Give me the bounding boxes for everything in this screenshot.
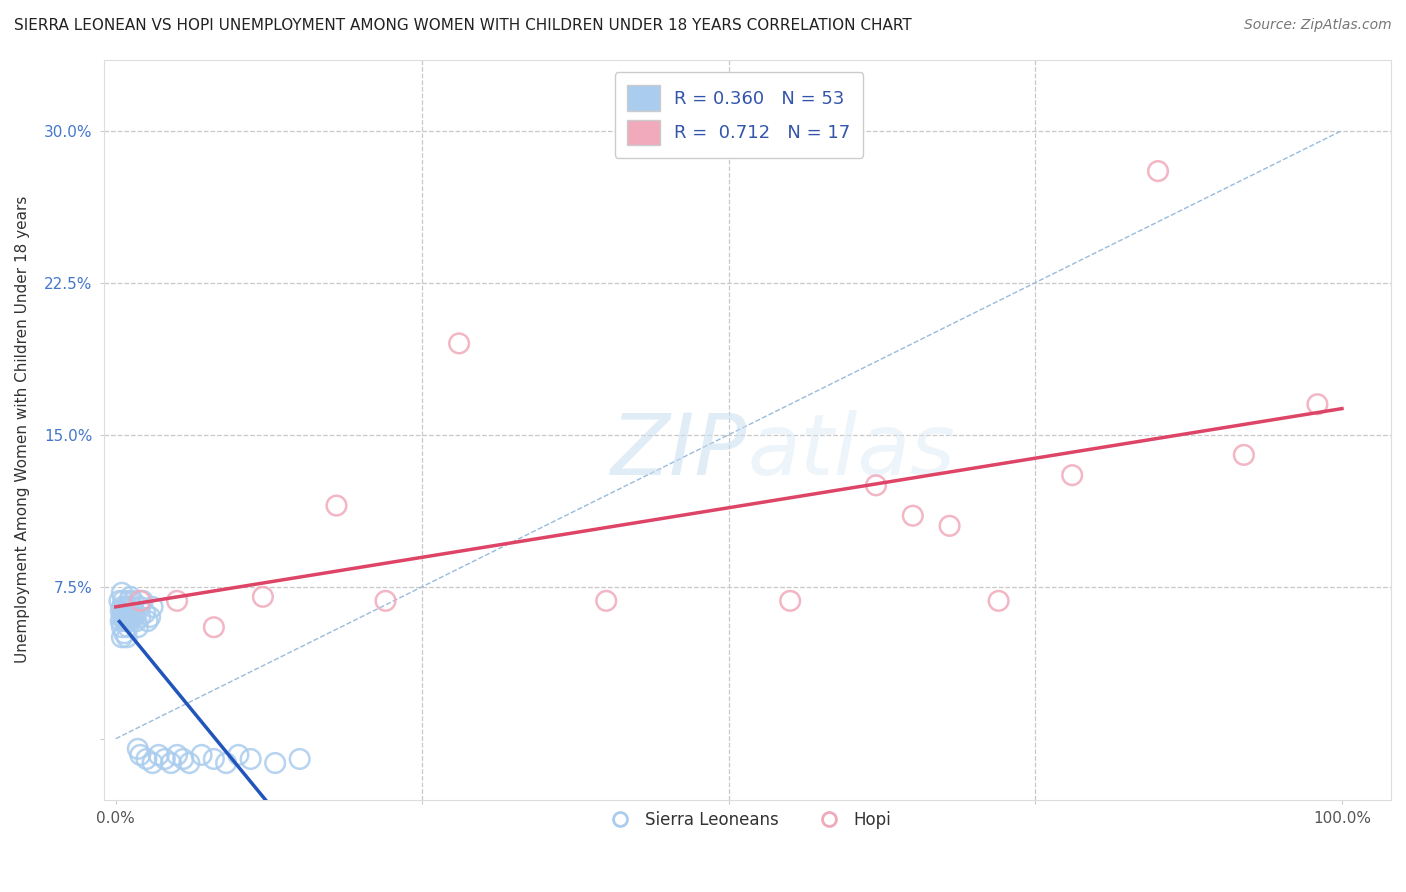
Text: atlas: atlas [747,410,955,493]
Point [202,752,225,766]
Point [325,499,347,513]
Point [172,752,194,766]
Point [141,599,163,614]
Point [1233,448,1256,462]
Point [111,620,134,634]
Point [202,620,225,634]
Point [129,610,152,624]
Point [1306,397,1329,411]
Point [112,594,135,608]
Y-axis label: Unemployment Among Women with Children Under 18 years: Unemployment Among Women with Children U… [15,196,30,664]
Point [111,599,134,614]
Point [938,519,960,533]
Point [288,752,311,766]
Point [112,614,135,628]
Point [166,747,188,762]
Legend: Sierra Leoneans, Hopi: Sierra Leoneans, Hopi [596,805,898,836]
Point [118,594,141,608]
Point [449,336,471,351]
Point [987,594,1010,608]
Text: Source: ZipAtlas.com: Source: ZipAtlas.com [1244,18,1392,32]
Point [1062,468,1084,483]
Point [252,590,274,604]
Point [136,614,159,628]
Point [122,594,145,608]
Point [865,478,887,492]
Point [134,606,156,620]
Point [110,614,132,628]
Point [215,756,238,770]
Point [117,620,139,634]
Point [166,594,188,608]
Point [228,747,250,762]
Point [125,614,148,628]
Point [129,594,152,608]
Point [148,747,170,762]
Point [264,756,287,770]
Point [132,594,155,608]
Point [110,604,132,618]
Point [118,614,141,628]
Point [239,752,262,766]
Point [1147,164,1170,178]
Point [139,610,162,624]
Point [127,742,149,756]
Point [129,747,152,762]
Point [111,610,134,624]
Point [160,756,183,770]
Point [779,594,801,608]
Point [120,610,142,624]
Point [117,599,139,614]
Point [112,606,135,620]
Point [111,586,134,600]
Text: ZIP: ZIP [612,410,747,493]
Text: SIERRA LEONEAN VS HOPI UNEMPLOYMENT AMONG WOMEN WITH CHILDREN UNDER 18 YEARS COR: SIERRA LEONEAN VS HOPI UNEMPLOYMENT AMON… [14,18,912,33]
Point [115,631,138,645]
Point [111,631,134,645]
Point [122,610,145,624]
Point [124,606,146,620]
Point [108,594,131,608]
Point [901,508,924,523]
Point [135,752,157,766]
Point [374,594,396,608]
Point [114,599,136,614]
Point [112,626,135,640]
Point [129,599,152,614]
Point [114,610,136,624]
Point [115,614,138,628]
Point [120,590,142,604]
Point [179,756,201,770]
Point [127,620,149,634]
Point [117,610,139,624]
Point [121,599,143,614]
Point [153,752,176,766]
Point [190,747,212,762]
Point [141,756,163,770]
Point [595,594,617,608]
